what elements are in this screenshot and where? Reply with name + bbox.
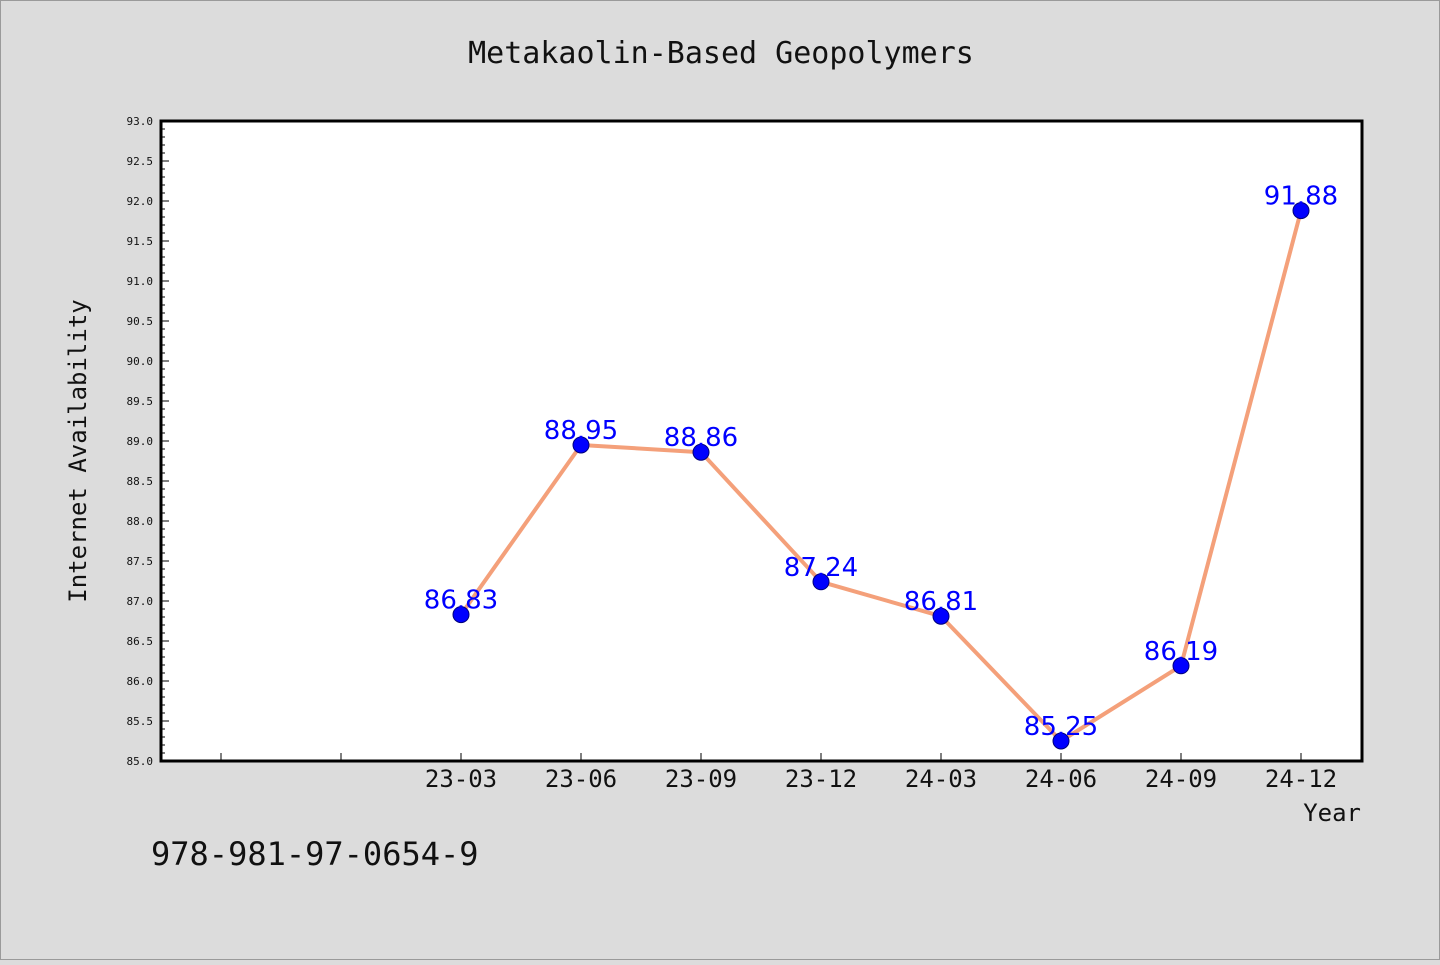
y-tick-label: 87.0 bbox=[127, 595, 154, 608]
y-tick-label: 90.5 bbox=[127, 315, 154, 328]
x-tick-label: 24-03 bbox=[905, 765, 977, 793]
y-tick-label: 92.5 bbox=[127, 155, 154, 168]
x-tick-label: 23-09 bbox=[665, 765, 737, 793]
data-point bbox=[572, 436, 590, 454]
footer-code: 978-981-97-0654-9 bbox=[151, 835, 479, 873]
chart-title: Metakaolin-Based Geopolymers bbox=[468, 36, 974, 71]
data-label: 88.86 bbox=[664, 423, 738, 453]
y-tick-label: 92.0 bbox=[127, 195, 154, 208]
series-layer: 86.83 88.95 88.86 87.24 86.81 85.25 86.19 91.88 bbox=[424, 182, 1338, 750]
y-axis-title: Internet Availability bbox=[64, 299, 92, 602]
y-tick-label: 93.0 bbox=[127, 115, 154, 128]
data-label: 88.95 bbox=[544, 416, 618, 446]
x-axis-title: Year bbox=[1303, 799, 1361, 827]
x-tick-label: 23-03 bbox=[425, 765, 497, 793]
data-label: 86.19 bbox=[1144, 637, 1218, 667]
data-label: 91.88 bbox=[1264, 182, 1338, 212]
series-line bbox=[459, 210, 1303, 743]
y-tick-label: 86.5 bbox=[127, 635, 154, 648]
data-point bbox=[1172, 657, 1190, 675]
x-tick-label: 24-09 bbox=[1145, 765, 1217, 793]
y-tick-label: 90.0 bbox=[127, 355, 154, 368]
y-tick-label: 91.5 bbox=[127, 235, 154, 248]
x-tick-label: 23-06 bbox=[545, 765, 617, 793]
data-point bbox=[1052, 732, 1070, 750]
data-label: 87.24 bbox=[784, 553, 858, 583]
y-tick-label: 86.0 bbox=[127, 675, 154, 688]
x-tick-label: 24-06 bbox=[1025, 765, 1097, 793]
data-point bbox=[812, 573, 830, 591]
data-label: 86.81 bbox=[904, 587, 978, 617]
y-tick-label: 89.0 bbox=[127, 435, 154, 448]
plot-area bbox=[159, 119, 1364, 763]
y-tick-label: 87.5 bbox=[127, 555, 154, 568]
y-tick-label: 89.5 bbox=[127, 395, 154, 408]
data-point bbox=[1292, 202, 1310, 220]
x-tick-label: 23-12 bbox=[785, 765, 857, 793]
y-tick-label: 85.5 bbox=[127, 715, 154, 728]
data-point bbox=[932, 607, 950, 625]
data-label: 86.83 bbox=[424, 586, 498, 616]
y-axis-ticks: 85.0 85.5 86.0 86.5 87.0 87.5 88.0 88.5 89.0 89.5… bbox=[127, 115, 169, 768]
data-label: 85.25 bbox=[1024, 712, 1098, 742]
y-tick-label: 88.0 bbox=[127, 515, 154, 528]
x-tick-label: 24-12 bbox=[1265, 765, 1337, 793]
data-point bbox=[692, 443, 710, 461]
x-axis-ticks: 23-03 23-06 23-09 23-12 24-03 24-06 24-09 24-12 bbox=[220, 753, 1337, 793]
y-tick-label: 88.5 bbox=[127, 475, 154, 488]
y-tick-label: 85.0 bbox=[127, 755, 154, 768]
y-tick-label: 91.0 bbox=[127, 275, 154, 288]
data-point bbox=[452, 606, 470, 624]
